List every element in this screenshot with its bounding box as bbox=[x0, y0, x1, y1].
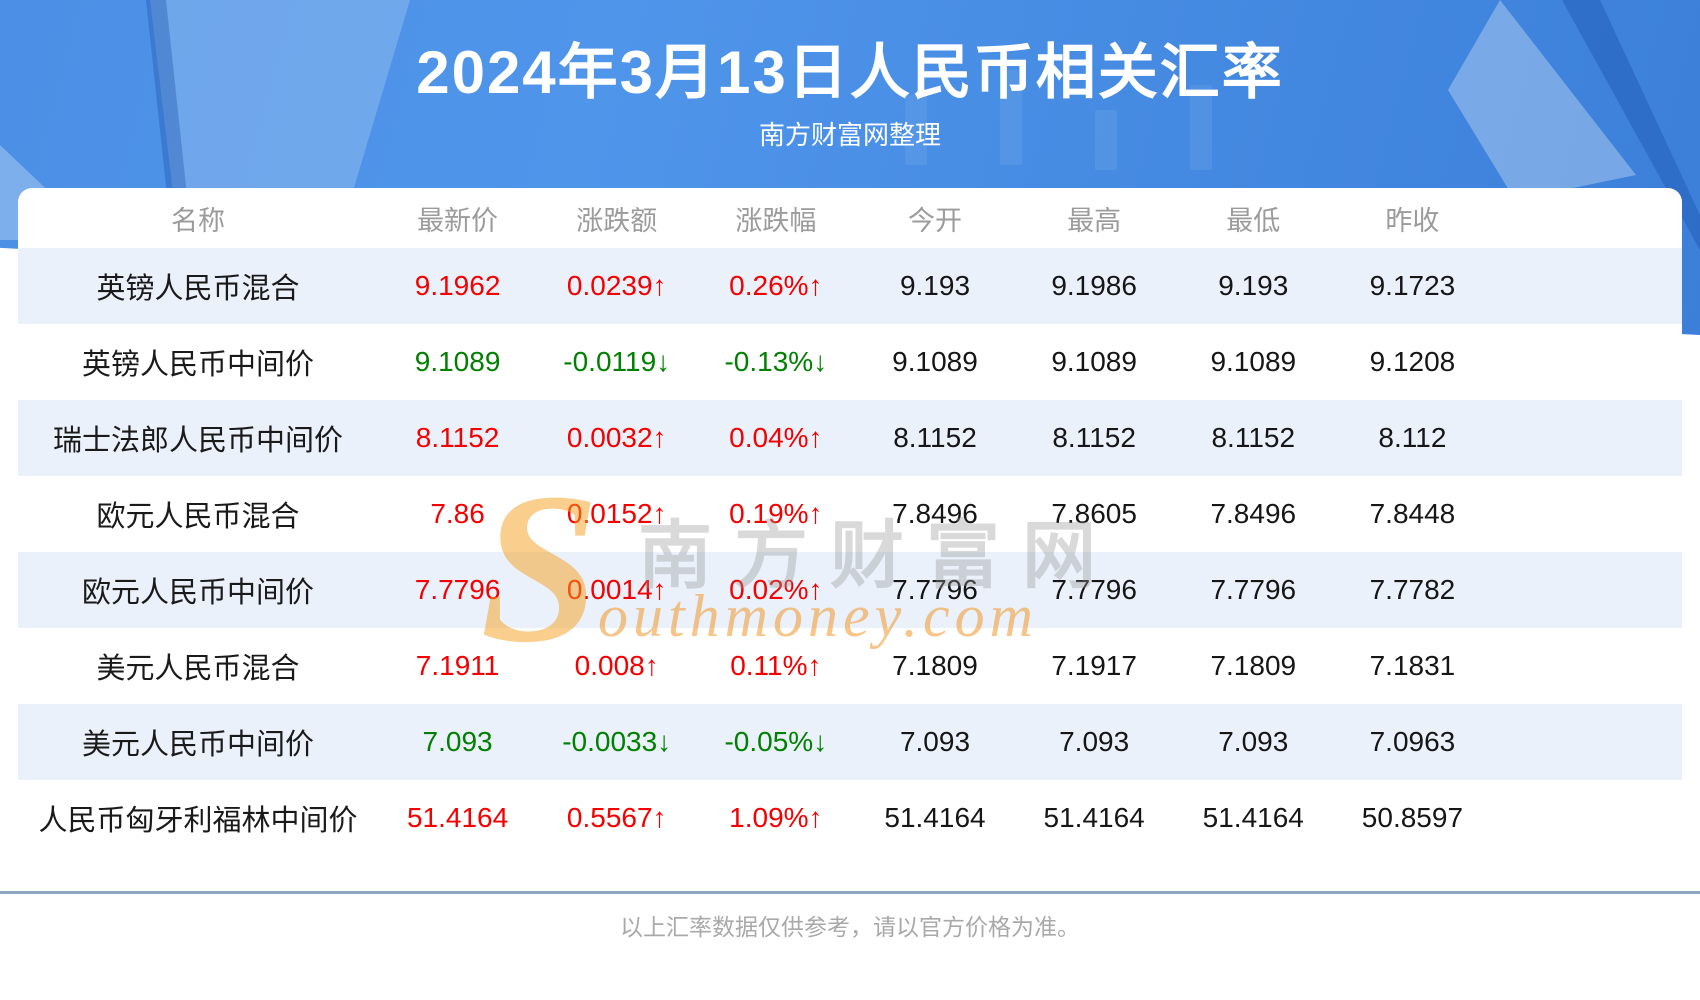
high-price: 7.1917 bbox=[1051, 650, 1137, 681]
latest-price: 9.1089 bbox=[414, 346, 501, 377]
table-row: 人民币匈牙利福林中间价 51.4164 0.5567↑ 1.09%↑ 51.41… bbox=[18, 780, 1682, 856]
table-row: 美元人民币中间价 7.093 -0.0033↓ -0.05%↓ 7.093 7.… bbox=[18, 704, 1682, 780]
low-price: 8.1152 bbox=[1211, 422, 1296, 453]
prev-close-price: 50.8597 bbox=[1361, 802, 1464, 833]
table-row: 美元人民币混合 7.1911 0.008↑ 0.11%↑ 7.1809 7.19… bbox=[18, 628, 1682, 704]
banner-candlestick-motif bbox=[1095, 110, 1117, 170]
prev-close-price: 9.1723 bbox=[1369, 270, 1456, 301]
latest-price: 9.1962 bbox=[414, 270, 501, 301]
change-amount: 0.0032↑ bbox=[566, 422, 667, 453]
prev-close-price: 8.112 bbox=[1378, 422, 1447, 453]
low-price: 7.7796 bbox=[1210, 574, 1297, 605]
banner-candlestick-motif bbox=[1190, 85, 1212, 170]
latest-price: 7.1911 bbox=[415, 650, 500, 681]
prev-close-price: 7.0963 bbox=[1369, 726, 1456, 757]
open-price: 9.1089 bbox=[892, 346, 978, 377]
latest-price: 7.093 bbox=[422, 726, 493, 757]
column-header-low: 最低 bbox=[1226, 205, 1281, 236]
low-price: 7.1809 bbox=[1210, 650, 1297, 681]
change-amount: 0.0014↑ bbox=[566, 574, 667, 605]
change-amount: 0.0239↑ bbox=[566, 270, 667, 301]
high-price: 7.7796 bbox=[1051, 574, 1137, 605]
high-price: 8.1152 bbox=[1052, 422, 1136, 453]
currency-pair-name: 美元人民币中间价 bbox=[81, 729, 314, 761]
open-price: 8.1152 bbox=[893, 422, 977, 453]
currency-pair-name: 英镑人民币中间价 bbox=[81, 349, 314, 381]
low-price: 9.1089 bbox=[1210, 346, 1297, 377]
footer-note: 以上汇率数据仅供参考，请以官方价格为准。 bbox=[620, 914, 1080, 940]
latest-price: 51.4164 bbox=[406, 802, 509, 833]
currency-pair-name: 美元人民币混合 bbox=[96, 653, 300, 685]
table-row: 英镑人民币中间价 9.1089 -0.0119↓ -0.13%↓ 9.1089 … bbox=[18, 324, 1682, 400]
open-price: 7.1809 bbox=[892, 650, 978, 681]
table-row: 欧元人民币中间价 7.7796 0.0014↑ 0.02%↑ 7.7796 7.… bbox=[18, 552, 1682, 628]
change-percent: -0.05%↓ bbox=[724, 726, 828, 757]
column-header-open: 今开 bbox=[907, 205, 962, 236]
table-row: 英镑人民币混合 9.1962 0.0239↑ 0.26%↑ 9.193 9.19… bbox=[18, 248, 1682, 324]
latest-price: 8.1152 bbox=[415, 422, 500, 453]
change-percent: -0.13%↓ bbox=[724, 346, 828, 377]
change-percent: 0.26%↑ bbox=[729, 270, 823, 301]
currency-pair-name: 瑞士法郎人民币中间价 bbox=[52, 425, 343, 457]
latest-price: 7.86 bbox=[430, 498, 485, 529]
change-percent: 0.04%↑ bbox=[729, 422, 823, 453]
high-price: 9.1986 bbox=[1051, 270, 1137, 301]
column-header-change: 涨跌额 bbox=[576, 205, 658, 236]
column-header-name: 名称 bbox=[171, 205, 225, 236]
change-amount: 0.0152↑ bbox=[566, 498, 667, 529]
low-price: 9.193 bbox=[1218, 270, 1289, 301]
high-price: 7.8605 bbox=[1051, 498, 1137, 529]
open-price: 7.7796 bbox=[892, 574, 978, 605]
high-price: 9.1089 bbox=[1051, 346, 1137, 377]
prev-close-price: 7.8448 bbox=[1369, 498, 1456, 529]
latest-price: 7.7796 bbox=[414, 574, 501, 605]
table-header-row: 名称 最新价 涨跌额 涨跌幅 今开 最高 最低 昨收 bbox=[18, 188, 1682, 248]
low-price: 7.093 bbox=[1218, 726, 1289, 757]
change-percent: 0.19%↑ bbox=[729, 498, 823, 529]
change-amount: 0.008↑ bbox=[574, 650, 659, 681]
change-percent: 1.09%↑ bbox=[729, 802, 823, 833]
change-amount: 0.5567↑ bbox=[566, 802, 667, 833]
column-header-high: 最高 bbox=[1067, 205, 1122, 236]
banner-candlestick-motif bbox=[1000, 70, 1022, 165]
currency-pair-name: 欧元人民币混合 bbox=[96, 501, 300, 533]
high-price: 7.093 bbox=[1059, 726, 1130, 757]
prev-close-price: 7.1831 bbox=[1369, 650, 1456, 681]
open-price: 7.093 bbox=[899, 726, 971, 757]
prev-close-price: 9.1208 bbox=[1369, 346, 1456, 377]
column-header-prev-close: 昨收 bbox=[1385, 205, 1440, 236]
open-price: 7.8496 bbox=[892, 498, 978, 529]
currency-pair-name: 英镑人民币混合 bbox=[96, 273, 300, 305]
column-header-latest: 最新价 bbox=[417, 205, 499, 236]
change-percent: 0.11%↑ bbox=[730, 650, 822, 681]
currency-pair-name: 欧元人民币中间价 bbox=[81, 577, 314, 609]
page-subtitle: 南方财富网整理 bbox=[758, 120, 941, 150]
banner-candlestick-motif bbox=[905, 95, 927, 165]
change-percent: 0.02%↑ bbox=[729, 574, 823, 605]
table-row: 瑞士法郎人民币中间价 8.1152 0.0032↑ 0.04%↑ 8.1152 … bbox=[18, 400, 1682, 476]
column-header-change-pct: 涨跌幅 bbox=[735, 205, 817, 236]
rate-table-card: 名称 最新价 涨跌额 涨跌幅 今开 最高 最低 昨收 英镑人民币混合 9.196… bbox=[18, 188, 1682, 891]
footer-divider bbox=[0, 891, 1700, 894]
open-price: 51.4164 bbox=[884, 802, 986, 833]
table-body: 英镑人民币混合 9.1962 0.0239↑ 0.26%↑ 9.193 9.19… bbox=[18, 248, 1682, 856]
change-amount: -0.0033↓ bbox=[562, 726, 672, 757]
page-title: 2024年3月13日人民币相关汇率 bbox=[416, 39, 1284, 106]
currency-pair-name: 人民币匈牙利福林中间价 bbox=[38, 805, 358, 837]
prev-close-price: 7.7782 bbox=[1369, 574, 1456, 605]
low-price: 7.8496 bbox=[1210, 498, 1297, 529]
low-price: 51.4164 bbox=[1202, 802, 1304, 833]
table-row: 欧元人民币混合 7.86 0.0152↑ 0.19%↑ 7.8496 7.860… bbox=[18, 476, 1682, 552]
high-price: 51.4164 bbox=[1043, 802, 1145, 833]
open-price: 9.193 bbox=[899, 270, 971, 301]
change-amount: -0.0119↓ bbox=[563, 346, 671, 377]
